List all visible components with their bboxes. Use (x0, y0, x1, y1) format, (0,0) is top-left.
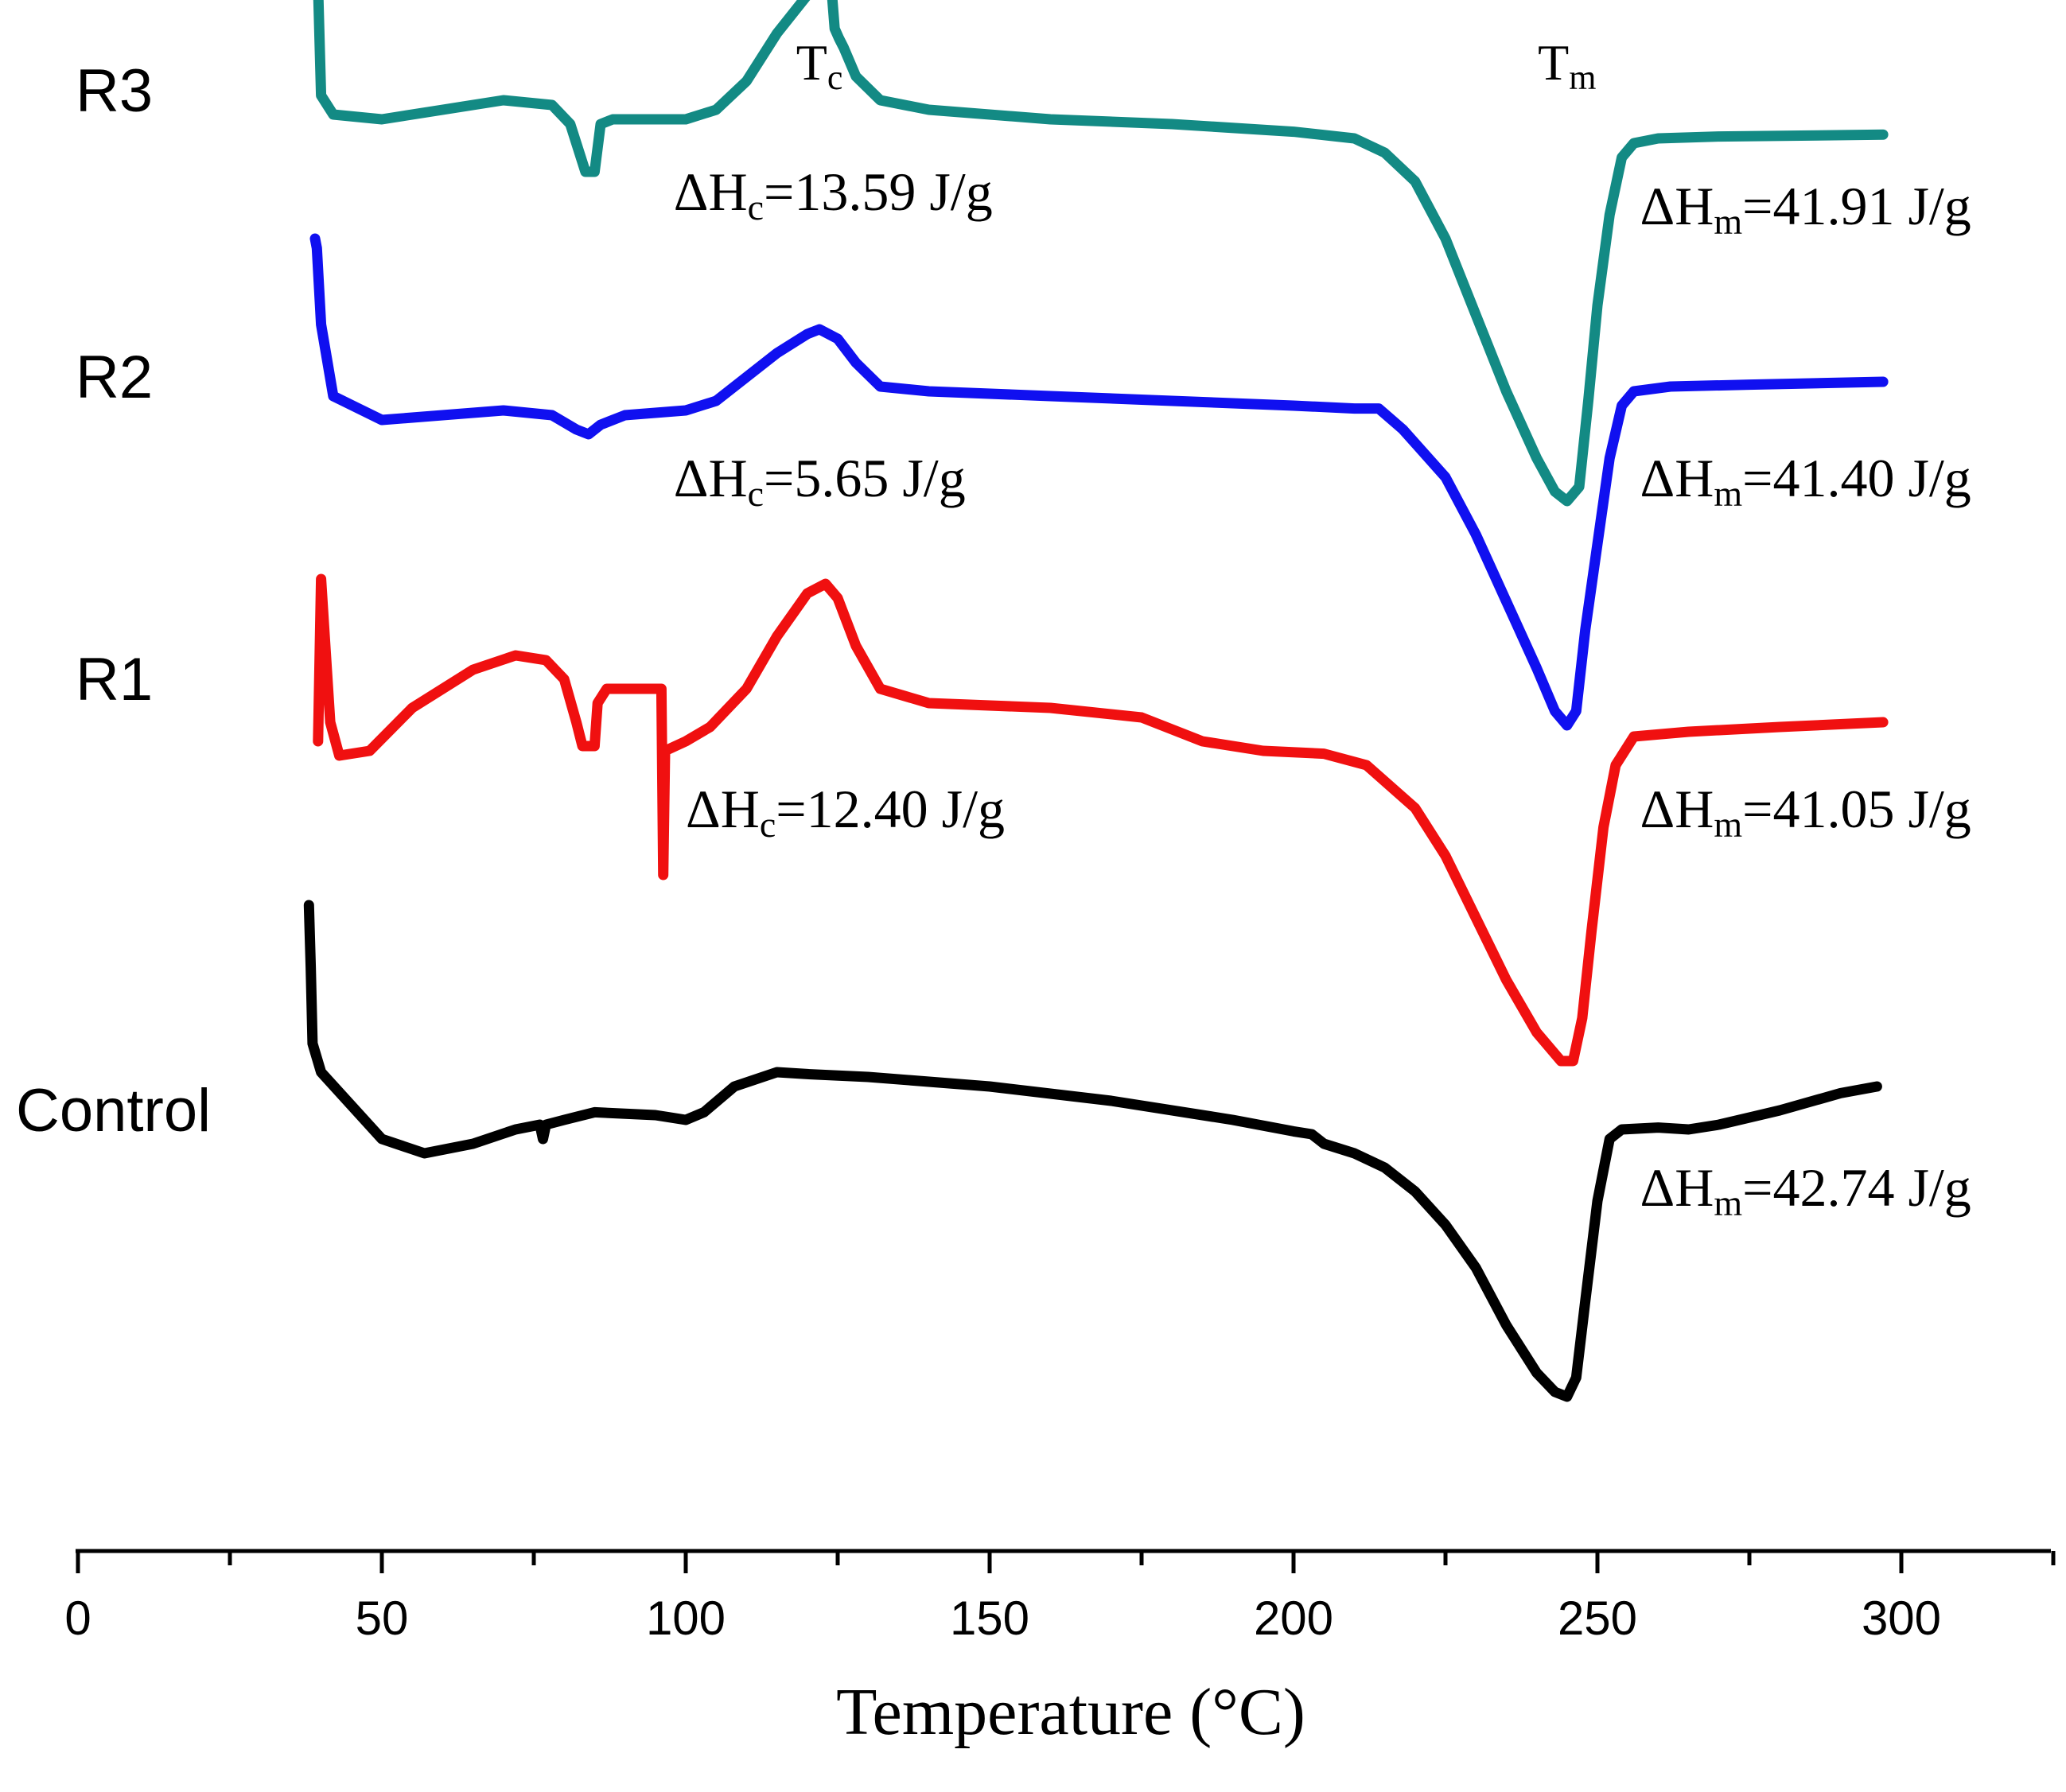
peak-label-tm: Tm (1538, 34, 1596, 97)
x-tick-label: 300 (1862, 1592, 1941, 1645)
x-tick-label: 150 (950, 1592, 1029, 1645)
x-tick-label: 250 (1558, 1592, 1637, 1645)
series-line-r1 (313, 573, 1889, 1067)
x-axis-title: Temperature (°C) (836, 1675, 1305, 1749)
enthalpy-annotation-r2-m: ΔHm=41.40 J/g (1640, 448, 1971, 514)
x-tick-label: 50 (356, 1592, 409, 1645)
series-line-r2 (309, 233, 1889, 731)
enthalpy-annotation-r3-m: ΔHm=41.91 J/g (1640, 176, 1971, 242)
series-line-control (303, 900, 1882, 1402)
series-label-control: Control (16, 1077, 211, 1145)
enthalpy-annotation-r3-c: ΔHc=13.59 J/g (674, 161, 993, 227)
x-tick-label: 100 (646, 1592, 726, 1645)
series-label-r1: R1 (76, 646, 153, 713)
enthalpy-annotation-r1-c: ΔHc=12.40 J/g (686, 779, 1005, 845)
peak-label-tc: Tc (796, 34, 843, 97)
series-label-r2: R2 (76, 344, 153, 411)
x-axis: 0 50 100 150 200 250 300 (64, 1549, 2056, 1645)
series-layer (303, 0, 1889, 1402)
series-line-r3 (313, 0, 1889, 507)
enthalpy-annotation-r2-c: ΔHc=5.65 J/g (674, 448, 966, 514)
enthalpy-annotation-r1-m: ΔHm=41.05 J/g (1640, 779, 1971, 845)
series-label-r3: R3 (76, 57, 153, 125)
x-tick-label: 200 (1254, 1592, 1333, 1645)
enthalpy-annotation-control-m: ΔHm=42.74 J/g (1640, 1157, 1971, 1223)
label-layer: Tc Tm R3 ΔHc=13.59 J/g ΔHm=41.91 J/g R2 ΔHc=5.… (16, 34, 1971, 1223)
x-tick-label: 0 (64, 1592, 91, 1645)
